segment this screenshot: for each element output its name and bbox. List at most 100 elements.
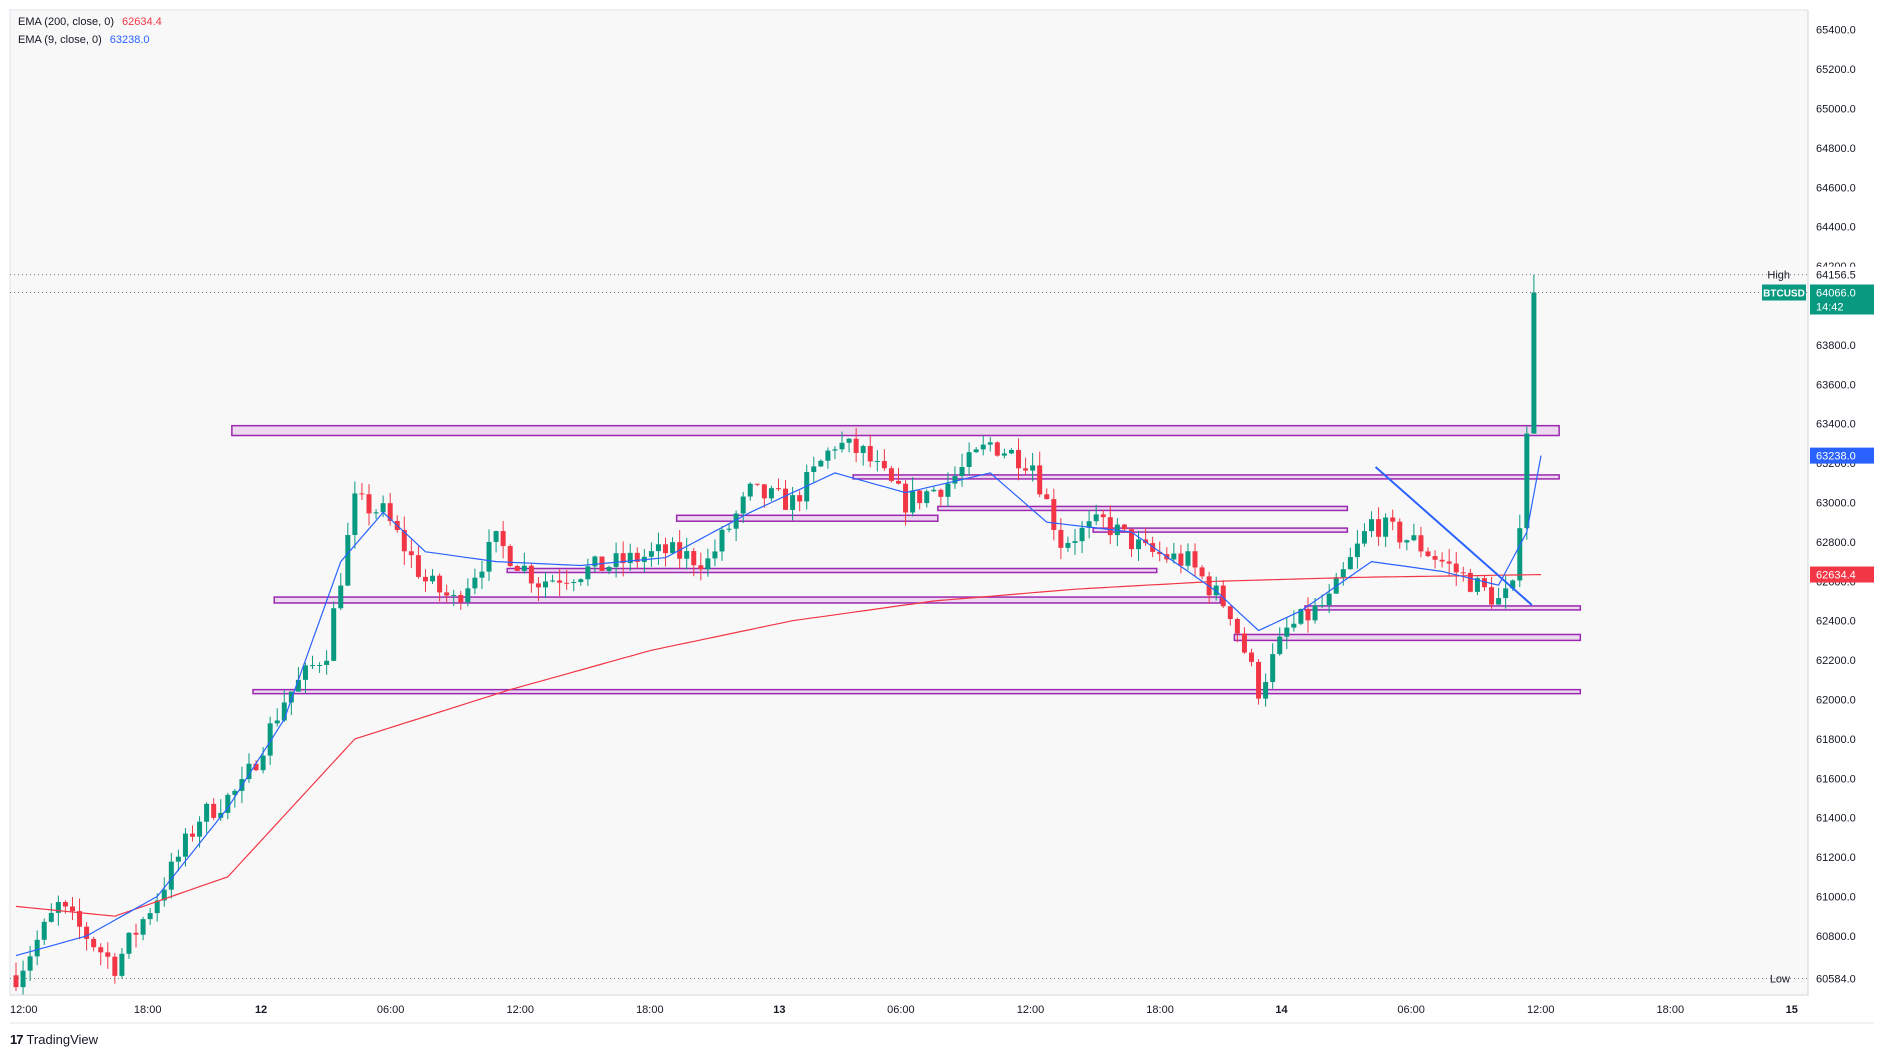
candle-body bbox=[924, 491, 930, 504]
sr-zone-9 bbox=[252, 688, 1582, 695]
candle-body bbox=[1037, 465, 1043, 495]
candle-body bbox=[1241, 633, 1247, 653]
tradingview-logo-icon: 17 bbox=[10, 1032, 24, 1047]
candle-body bbox=[1058, 529, 1064, 548]
candle-body bbox=[55, 902, 61, 913]
candle-body bbox=[1284, 627, 1290, 637]
x-tick-label: 15 bbox=[1786, 1004, 1798, 1016]
candle-body bbox=[77, 911, 83, 927]
candle-body bbox=[331, 608, 337, 661]
candle-body bbox=[91, 938, 97, 948]
candle-body bbox=[13, 975, 19, 988]
candle-body bbox=[401, 530, 407, 552]
candle-body bbox=[535, 583, 541, 588]
candle-body bbox=[1136, 539, 1142, 550]
candle-body bbox=[444, 592, 450, 596]
y-tick-label: 61800.0 bbox=[1816, 734, 1856, 746]
candle-body bbox=[62, 902, 68, 907]
candle-body bbox=[302, 665, 308, 680]
candle-body bbox=[507, 546, 513, 566]
last-price-tag-bg bbox=[1810, 284, 1874, 315]
candle-body bbox=[987, 442, 993, 445]
candle-body bbox=[1277, 636, 1283, 655]
candle-body bbox=[1220, 585, 1226, 607]
ema9-legend[interactable]: EMA (9, close, 0) 63238.0 bbox=[18, 34, 150, 46]
candle-body bbox=[910, 490, 916, 513]
candle-body bbox=[550, 580, 556, 582]
candle-body bbox=[1023, 468, 1029, 471]
candle-body bbox=[1001, 453, 1007, 456]
candle-body bbox=[1531, 292, 1537, 434]
candle-body bbox=[1333, 577, 1339, 594]
candle-body bbox=[133, 932, 139, 935]
sr-zone-0 bbox=[231, 424, 1560, 437]
candle-body bbox=[514, 565, 520, 571]
candle-body bbox=[896, 480, 901, 484]
candle-body bbox=[698, 565, 704, 570]
ema200-legend[interactable]: EMA (200, close, 0) 62634.4 bbox=[18, 16, 162, 28]
candle-body bbox=[1425, 551, 1431, 557]
candle-body bbox=[1319, 605, 1325, 607]
candle-body bbox=[1418, 535, 1424, 552]
candle-body bbox=[867, 446, 873, 462]
candle-body bbox=[557, 580, 563, 583]
x-tick-label: 18:00 bbox=[134, 1004, 162, 1016]
y-tick-label: 64400.0 bbox=[1816, 222, 1856, 234]
candle-body bbox=[712, 551, 718, 559]
high-label: High bbox=[1767, 270, 1790, 282]
candle-body bbox=[775, 488, 781, 490]
candle-body bbox=[860, 446, 866, 453]
candle-body bbox=[1227, 606, 1233, 620]
candle-body bbox=[613, 553, 619, 567]
candle-body bbox=[973, 449, 979, 453]
candle-body bbox=[1453, 563, 1459, 573]
y-tick-label: 63000.0 bbox=[1816, 498, 1856, 510]
x-tick-label: 12:00 bbox=[10, 1004, 38, 1016]
y-tick-label: 64800.0 bbox=[1816, 143, 1856, 155]
candle-body bbox=[281, 702, 287, 721]
candle-body bbox=[493, 531, 499, 542]
candle-body bbox=[1489, 587, 1495, 605]
candle-body bbox=[253, 763, 259, 771]
candle-body bbox=[366, 494, 372, 514]
candle-body bbox=[232, 790, 238, 795]
y-tick-label: 62800.0 bbox=[1816, 537, 1856, 549]
candle-body bbox=[190, 833, 195, 837]
candle-body bbox=[846, 438, 852, 443]
candle-body bbox=[818, 460, 824, 467]
x-tick-label: 06:00 bbox=[887, 1004, 915, 1016]
candle-body bbox=[931, 489, 937, 492]
y-tick-label: 62200.0 bbox=[1816, 655, 1856, 667]
y-tick-label: 61600.0 bbox=[1816, 773, 1856, 785]
candle-body bbox=[853, 438, 859, 453]
sr-zone-4 bbox=[1092, 527, 1349, 533]
y-tick-label: 65000.0 bbox=[1816, 104, 1856, 116]
candle-body bbox=[1474, 578, 1480, 592]
candle-body bbox=[437, 575, 443, 593]
x-tick-label: 12 bbox=[255, 1004, 267, 1016]
x-tick-label: 18:00 bbox=[1146, 1004, 1174, 1016]
sr-zone-3 bbox=[675, 514, 939, 522]
candle-body bbox=[1256, 661, 1262, 699]
y-tick-label: 64600.0 bbox=[1816, 182, 1856, 194]
tradingview-logo[interactable]: 17 TradingView bbox=[10, 1032, 98, 1047]
y-tick-label: 61200.0 bbox=[1816, 852, 1856, 864]
sr-zone-8 bbox=[1233, 633, 1582, 642]
candle-body bbox=[147, 913, 153, 920]
candle-body bbox=[105, 952, 111, 957]
candle-body bbox=[620, 553, 626, 564]
candle-body bbox=[1178, 553, 1184, 566]
candle-body bbox=[747, 483, 753, 497]
candle-body bbox=[585, 566, 591, 580]
candle-body bbox=[1354, 543, 1360, 558]
sr-zone-1 bbox=[852, 474, 1560, 480]
y-tick-label: 63400.0 bbox=[1816, 419, 1856, 431]
candle-body bbox=[1376, 519, 1382, 537]
ema9-price-tag-bg bbox=[1810, 447, 1874, 464]
candle-body bbox=[521, 565, 527, 571]
candle-body bbox=[1072, 541, 1078, 543]
candle-body bbox=[1312, 605, 1318, 621]
low-price-tag: 60584.0 bbox=[1816, 973, 1856, 985]
candle-body bbox=[790, 495, 796, 510]
